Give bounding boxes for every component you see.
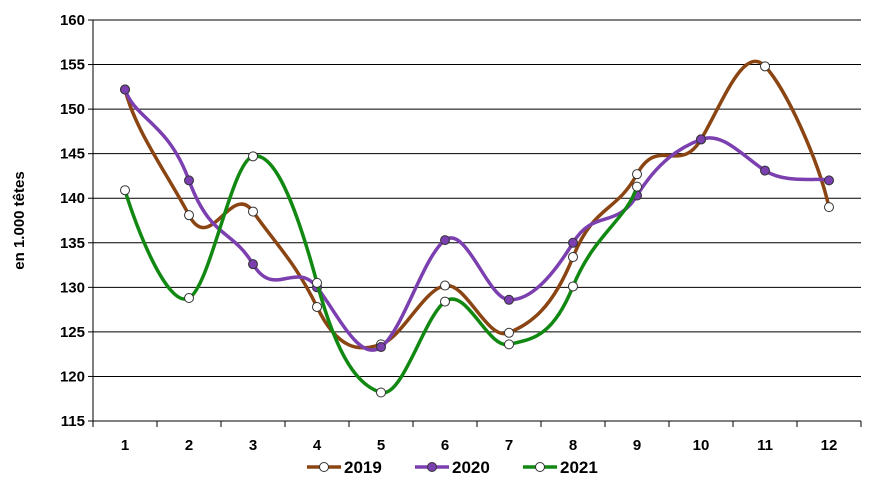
data-point xyxy=(248,151,258,162)
data-point xyxy=(376,342,386,353)
data-point xyxy=(696,134,706,145)
axes xyxy=(88,19,862,427)
x-tick-label: 8 xyxy=(569,437,577,454)
y-tick-label: 155 xyxy=(60,57,85,74)
data-point xyxy=(184,293,194,304)
y-tick-label: 160 xyxy=(60,12,85,29)
y-tick-label: 135 xyxy=(60,235,85,252)
y-tick-labels: 115 120 125 130 135 140 145 150 155 160 xyxy=(60,12,85,430)
y-tick-label: 115 xyxy=(61,413,85,430)
legend-item-2020: 2020 xyxy=(415,458,490,477)
data-point xyxy=(632,181,642,192)
y-tick-label: 150 xyxy=(60,101,85,118)
x-tick-label: 10 xyxy=(693,437,710,454)
data-point xyxy=(632,169,642,180)
x-tick-label: 9 xyxy=(633,437,641,454)
data-point xyxy=(760,61,770,72)
data-point xyxy=(440,296,450,307)
data-point xyxy=(120,185,130,196)
x-tick-label: 1 xyxy=(121,437,129,454)
x-tick-label: 4 xyxy=(313,437,322,454)
data-point xyxy=(120,84,130,95)
data-point xyxy=(504,294,514,305)
x-tick-label: 6 xyxy=(441,437,449,454)
data-point xyxy=(568,252,578,263)
y-tick-label: 145 xyxy=(60,146,85,163)
series-line-2019 xyxy=(123,59,831,350)
data-point xyxy=(440,280,450,291)
legend-label: 2020 xyxy=(452,458,490,477)
y-tick-label: 130 xyxy=(60,279,85,296)
data-point xyxy=(376,387,386,398)
data-point xyxy=(184,175,194,186)
legend-item-2019: 2019 xyxy=(307,458,382,477)
data-point xyxy=(824,175,834,186)
data-point xyxy=(760,165,770,176)
legend-item-2021: 2021 xyxy=(523,458,598,477)
data-point xyxy=(504,339,514,350)
x-tick-label: 11 xyxy=(757,437,773,454)
data-point xyxy=(568,281,578,292)
legend-marker xyxy=(427,462,437,472)
data-point xyxy=(312,277,322,288)
legend: 2019 2020 2021 xyxy=(307,458,598,477)
series-2021 xyxy=(120,151,642,398)
x-tick-label: 12 xyxy=(821,437,838,454)
legend-marker xyxy=(535,462,545,472)
data-point xyxy=(568,237,578,248)
x-tick-label: 2 xyxy=(185,437,193,454)
y-tick-label: 140 xyxy=(60,190,85,207)
data-point xyxy=(824,202,834,213)
grid xyxy=(93,19,861,377)
data-point xyxy=(504,327,514,338)
series-line-2021 xyxy=(123,154,639,395)
data-point xyxy=(440,235,450,246)
y-tick-label: 125 xyxy=(60,324,85,341)
data-point xyxy=(248,206,258,217)
y-axis-label: en 1.000 têtes xyxy=(11,171,28,269)
legend-marker xyxy=(319,462,329,472)
data-point xyxy=(312,301,322,312)
x-tick-labels: 1 2 3 4 5 6 7 8 9 10 11 12 xyxy=(121,437,838,454)
y-tick-label: 120 xyxy=(60,368,85,385)
legend-label: 2019 xyxy=(344,458,382,477)
x-tick-label: 5 xyxy=(377,437,385,454)
series-lines xyxy=(120,59,834,398)
legend-label: 2021 xyxy=(560,458,598,477)
data-point xyxy=(248,259,258,270)
x-tick-label: 3 xyxy=(249,437,257,454)
data-point xyxy=(184,210,194,221)
x-tick-label: 7 xyxy=(505,437,513,454)
